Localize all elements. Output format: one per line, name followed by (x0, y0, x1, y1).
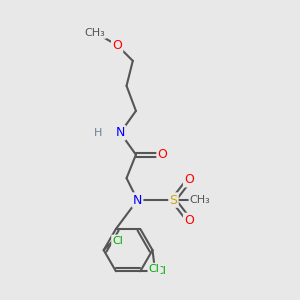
Text: N: N (116, 126, 125, 139)
Text: Cl: Cl (112, 236, 123, 246)
Text: O: O (184, 173, 194, 186)
Text: Cl: Cl (148, 264, 160, 274)
Text: O: O (158, 148, 167, 161)
Text: Cl: Cl (155, 266, 166, 276)
Text: CH₃: CH₃ (85, 28, 106, 38)
Text: CH₃: CH₃ (190, 195, 210, 205)
Text: S: S (169, 194, 178, 207)
Text: O: O (112, 39, 122, 52)
Text: N: N (133, 194, 142, 207)
Text: H: H (94, 128, 103, 138)
Text: H: H (94, 128, 103, 138)
Text: O: O (184, 214, 194, 227)
